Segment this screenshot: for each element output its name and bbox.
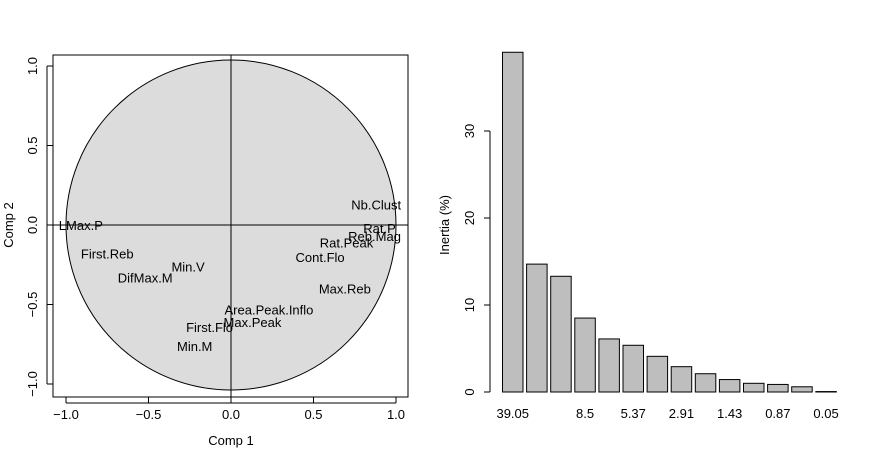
variable-label: Nb.Clust	[351, 197, 401, 212]
y-axis-label: Comp 2	[1, 202, 16, 248]
inertia-bar	[526, 263, 548, 393]
y-axis-ticks: −1.0 −0.5 0.0 0.5 1.0	[25, 57, 53, 397]
variable-label: First.Reb	[81, 247, 134, 262]
y-tick-label: 30	[462, 124, 477, 138]
bar-category-label: 0.87	[765, 406, 790, 421]
variable-label: Cont.Flo	[296, 250, 345, 265]
y-tick-label: 0	[462, 388, 477, 395]
y-axis-label: Inertia (%)	[437, 195, 452, 255]
variable-label: LMax.P	[59, 218, 103, 233]
inertia-bar	[646, 355, 669, 393]
variable-label: Area.Peak.Inflo	[225, 302, 314, 317]
y-tick-label: 20	[462, 211, 477, 225]
correlation-circle-panel: −1.0 −0.5 0.0 0.5 1.0 −1.0 −0.5 0.0 0.5 1.0 Nb.C…	[1, 54, 409, 448]
inertia-bar	[598, 338, 620, 393]
y-tick-label: −0.5	[25, 292, 40, 318]
variable-label: Max.Reb	[319, 282, 371, 297]
bars	[502, 51, 837, 393]
inertia-bar-panel: 0 10 20 30 39.05 8.5 5.37 2.91 1.43 0.87 0.05 Ine…	[437, 51, 839, 421]
y-tick-label: 1.0	[25, 57, 40, 75]
x-tick-label: 0.0	[222, 407, 240, 422]
variable-label: DifMax.M	[118, 270, 173, 285]
bar-category-label: 8.5	[576, 406, 594, 421]
variable-label: Reb.Mag	[348, 229, 401, 244]
y-tick-label: −1.0	[25, 371, 40, 397]
bar-category-label: 5.37	[621, 406, 646, 421]
inertia-bar	[670, 366, 693, 393]
x-tick-label: −1.0	[53, 407, 79, 422]
variable-label: Rat.Peak	[320, 235, 374, 250]
y-tick-label: 0.5	[25, 136, 40, 154]
bar-category-label: 39.05	[496, 406, 529, 421]
inertia-bar	[622, 344, 644, 393]
inertia-bar	[694, 373, 717, 393]
x-tick-label: 0.5	[304, 407, 322, 422]
inertia-bar	[502, 51, 524, 393]
variable-label: First.Flo	[186, 320, 233, 335]
bar-category-label: 0.05	[813, 406, 838, 421]
variable-label: Min.M	[177, 339, 212, 354]
inertia-bar	[791, 386, 813, 393]
bar-category-label: 2.91	[669, 406, 694, 421]
y-tick-label: 10	[462, 298, 477, 312]
variable-label: Min.V	[171, 259, 205, 274]
inertia-bar	[743, 382, 765, 393]
inertia-bar	[574, 317, 596, 393]
y-tick-label: 0.0	[25, 216, 40, 234]
x-axis-category-labels: 39.05 8.5 5.37 2.91 1.43 0.87 0.05	[496, 406, 838, 421]
x-tick-label: −0.5	[136, 407, 162, 422]
inertia-bar	[718, 379, 741, 393]
inertia-bar	[767, 383, 789, 393]
y-axis-ticks: 0 10 20 30	[462, 124, 491, 396]
variable-label: Max.Peak	[224, 315, 282, 330]
variable-label: Rat.P	[363, 221, 396, 236]
x-tick-label: 1.0	[387, 407, 405, 422]
x-axis-ticks: −1.0 −0.5 0.0 0.5 1.0	[53, 397, 405, 422]
x-axis-label: Comp 1	[208, 433, 254, 448]
inertia-bar	[550, 275, 572, 393]
bar-category-label: 1.43	[717, 406, 742, 421]
